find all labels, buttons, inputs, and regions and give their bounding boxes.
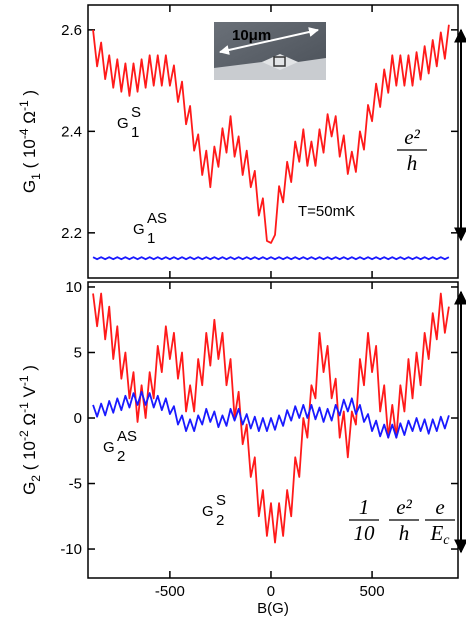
y-axis-label-part: ) (20, 90, 39, 100)
y-axis-label-part: -1 (17, 375, 31, 386)
y-tick-label: 10 (65, 279, 82, 296)
fraction-denominator-part: E (429, 521, 443, 545)
fraction-denominator: Ec (429, 521, 450, 548)
series-label-base: G (133, 221, 145, 238)
y-axis-label-part: 1 (29, 173, 43, 180)
y-axis-label-part: V (20, 385, 39, 402)
fraction-numerator: e² (396, 495, 412, 519)
y-axis-label-part: ( 10 (20, 139, 39, 173)
fraction-numerator: 1 (359, 495, 370, 519)
y-axis-label-part: -1 (17, 402, 31, 413)
series-line (92, 390, 450, 439)
inset-scale-bar: 10μm (232, 27, 271, 44)
y-tick-label: -10 (60, 541, 82, 558)
inset-photo (214, 22, 326, 80)
fraction-denominator: h (407, 151, 418, 175)
x-tick-label: -500 (155, 583, 185, 600)
scale-fraction: e²h (397, 125, 427, 175)
y-tick-label: 2.6 (61, 22, 82, 39)
series-label-base: G (117, 115, 129, 132)
x-tick-label: 500 (360, 583, 385, 600)
plot-frame (87, 281, 459, 579)
fraction-denominator: 10 (354, 521, 376, 545)
series-line (92, 256, 450, 261)
y-axis-label-part: Ω (20, 111, 39, 128)
y-axis-label-part: Ω (20, 413, 39, 430)
y-tick-label: 5 (74, 344, 82, 361)
y-axis-label-part: 2 (29, 475, 43, 482)
series-label-sub: 2 (117, 448, 125, 465)
y-axis-label: G1 ( 10-4 Ω-1 ) (17, 90, 43, 193)
y-axis-label-part: -4 (17, 128, 31, 139)
annotation: T=50mK (298, 203, 355, 220)
y-axis-label-part: -2 (17, 430, 31, 441)
series-label-sup: AS (117, 428, 137, 445)
x-tick-label: 0 (267, 583, 275, 600)
scale-fraction: eEc (425, 495, 455, 548)
y-tick-label: 2.2 (61, 225, 82, 242)
y-axis-label-part: ) (20, 365, 39, 375)
y-axis-label-part: G (20, 482, 39, 495)
y-axis-label-part: G (20, 180, 39, 193)
series-label-base: G (103, 439, 115, 456)
y-axis-label-part: -1 (17, 100, 31, 111)
scale-fraction: 110 (349, 495, 379, 545)
series-label-sup: S (131, 104, 141, 121)
fraction-denominator: h (399, 521, 410, 545)
series-label-sub: 1 (131, 124, 139, 141)
series-label-sub: 2 (216, 512, 224, 529)
fraction-denominator-part: h (399, 521, 410, 545)
y-axis-label-part: ( 10 (20, 441, 39, 475)
y-tick-label: -5 (69, 476, 82, 493)
series-label-sup: AS (147, 210, 167, 227)
y-tick-label: 2.4 (61, 123, 82, 140)
plot-frame (87, 4, 459, 279)
fraction-denominator-part: h (407, 151, 418, 175)
fraction-numerator: e² (404, 125, 420, 149)
fraction-denominator-part: 10 (354, 521, 376, 545)
series-label-sub: 1 (147, 230, 155, 247)
fraction-denominator-sub: c (443, 533, 450, 548)
scale-fraction: e²h (389, 495, 419, 545)
series-label-base: G (202, 503, 214, 520)
series-line (92, 24, 450, 244)
fraction-numerator: e (435, 495, 444, 519)
y-tick-label: 0 (74, 410, 82, 427)
y-axis-label: G2 ( 10-2 Ω-1 V-1 ) (17, 365, 43, 495)
series-label-sup: S (216, 492, 226, 509)
x-axis-label: B(G) (257, 600, 289, 617)
series-line (92, 292, 450, 544)
